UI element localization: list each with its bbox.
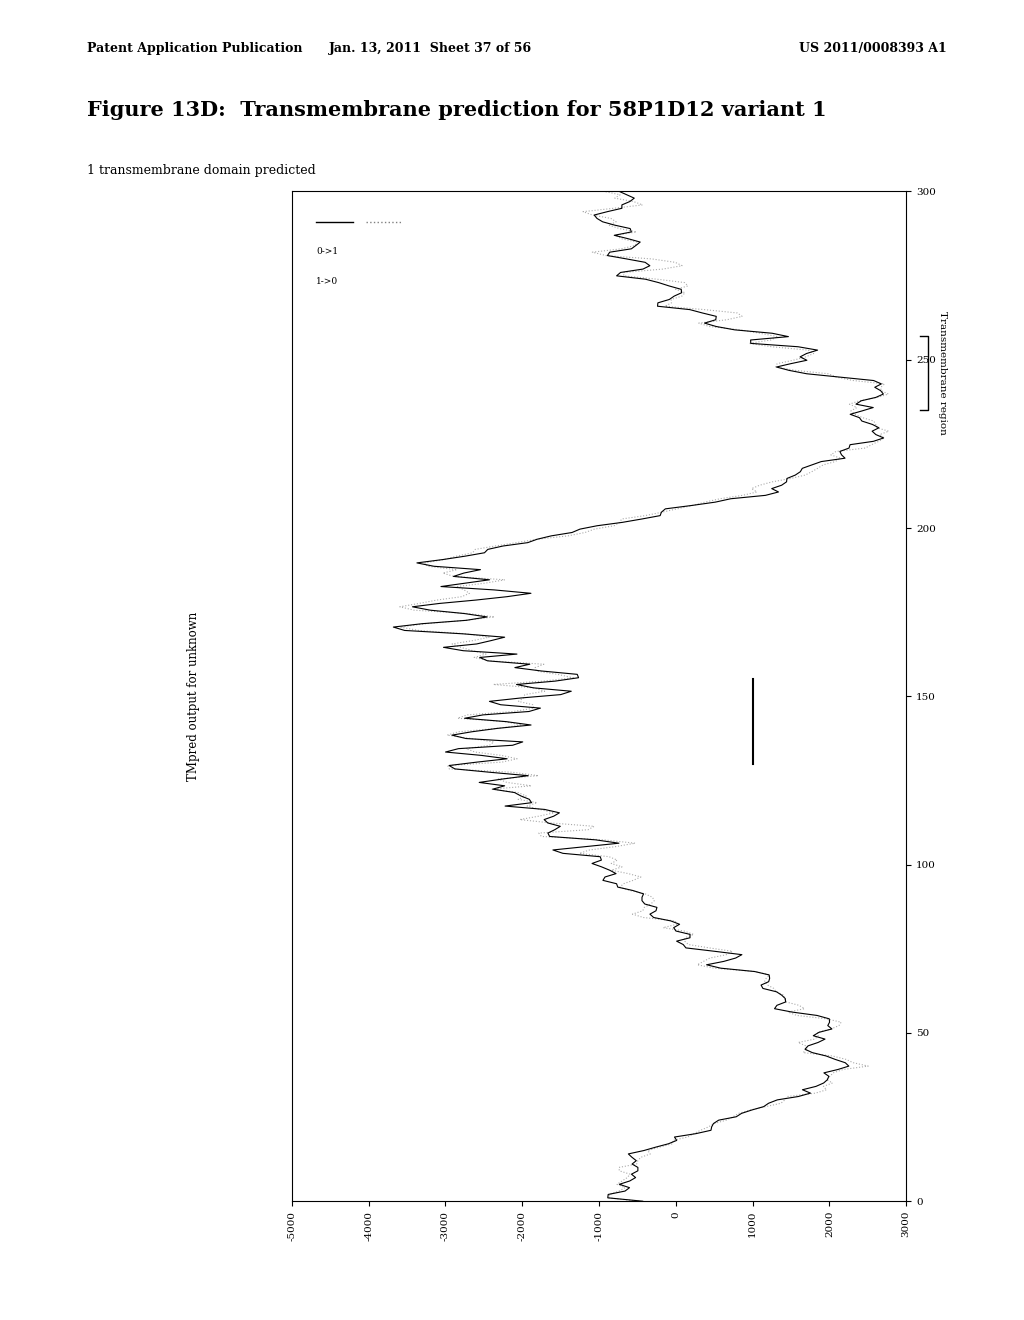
Text: 1 transmembrane domain predicted: 1 transmembrane domain predicted xyxy=(87,164,315,177)
Text: US 2011/0008393 A1: US 2011/0008393 A1 xyxy=(800,42,947,55)
Text: 1->0: 1->0 xyxy=(316,277,339,286)
Text: Patent Application Publication: Patent Application Publication xyxy=(87,42,302,55)
Text: 0->1: 0->1 xyxy=(316,247,339,256)
Text: Jan. 13, 2011  Sheet 37 of 56: Jan. 13, 2011 Sheet 37 of 56 xyxy=(329,42,531,55)
Text: TMpred output for unknown: TMpred output for unknown xyxy=(187,611,200,781)
Text: Transmembrane region: Transmembrane region xyxy=(938,312,946,436)
Text: Figure 13D:  Transmembrane prediction for 58P1D12 variant 1: Figure 13D: Transmembrane prediction for… xyxy=(87,100,826,120)
